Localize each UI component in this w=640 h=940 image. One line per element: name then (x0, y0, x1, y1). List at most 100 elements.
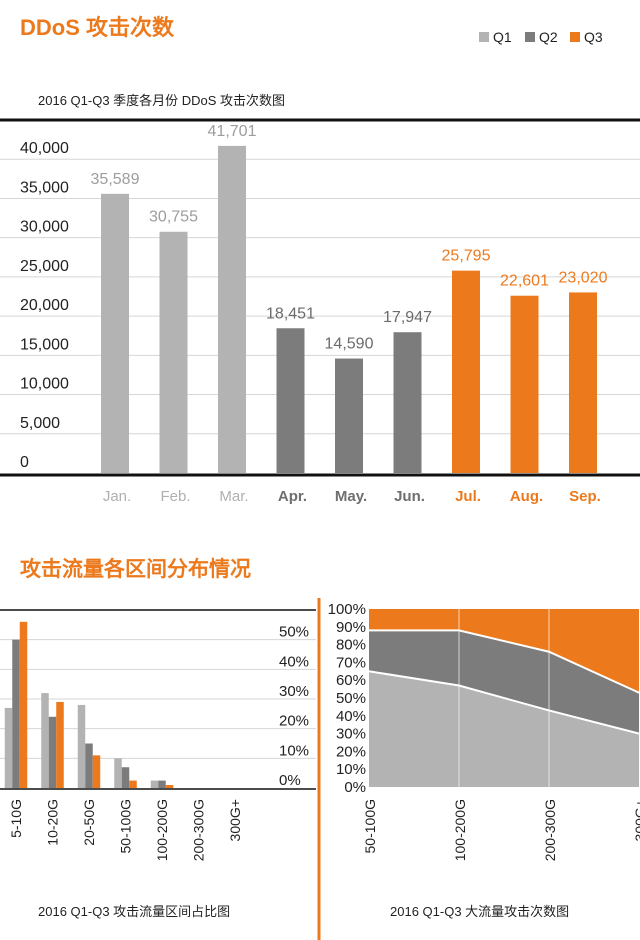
bar (101, 193, 129, 473)
legend-q2-swatch (525, 32, 535, 42)
x-tick-label: Mar. (219, 488, 248, 505)
bar (159, 231, 188, 473)
large-attack-chart-areas (368, 609, 640, 787)
bar (85, 743, 93, 788)
bar-value-label: 14,590 (325, 336, 374, 353)
bar (335, 358, 363, 473)
legend-q1-swatch (479, 32, 489, 42)
legend-q3-label: Q3 (584, 29, 603, 45)
monthly-chart-title: 2016 Q1-Q3 季度各月份 DDoS 攻击次数图 (38, 93, 285, 108)
x-tick-label: Sep. (569, 488, 601, 505)
y-tick-label: 0% (344, 779, 366, 796)
bar (129, 780, 137, 788)
y-tick-label: 40,000 (20, 140, 69, 157)
large-attack-chart-title: 2016 Q1-Q3 大流量攻击次数图 (390, 904, 569, 919)
bar (158, 780, 166, 788)
y-tick-label: 40% (279, 653, 309, 670)
bar-value-label: 35,589 (91, 171, 140, 188)
bar (150, 780, 159, 788)
y-tick-label: 50% (279, 624, 309, 641)
area-q2 (369, 630, 639, 734)
monthly-chart-x-axis: Jan. Feb. Mar. Apr. May. Jun. Jul. Aug. Sep. (103, 488, 601, 505)
monthly-chart-grid (0, 158, 640, 435)
bar-value-label: 23,020 (559, 269, 608, 286)
x-tick-label: 50-100G (362, 799, 378, 853)
bar (77, 704, 86, 788)
large-attack-chart-y-axis: 0%10%20%30%40%50%60%70%80%90%100% (328, 601, 366, 796)
legend-q1-label: Q1 (493, 29, 512, 45)
x-tick-label: 300G+ (632, 799, 640, 841)
monthly-chart-y-axis: 0 5,000 10,000 15,000 20,000 25,000 30,000 35,0… (20, 140, 69, 471)
range-share-chart-title: 2016 Q1-Q3 攻击流量区间占比图 (38, 904, 230, 919)
y-tick-label: 20% (279, 713, 309, 730)
bar-value-label: 25,795 (442, 248, 491, 265)
y-tick-label: 80% (336, 637, 366, 654)
bar (48, 716, 57, 788)
section-title: 攻击流量各区间分布情况 (20, 557, 251, 581)
legend: Q1 Q2 Q3 (479, 29, 603, 45)
range-share-chart-bars (4, 621, 174, 788)
y-tick-label: 0% (279, 772, 301, 789)
bar-value-label: 30,755 (149, 209, 198, 226)
x-tick-label: 300G+ (227, 799, 243, 841)
x-tick-label: 100-200G (154, 799, 170, 861)
area-boundary-line (369, 629, 640, 694)
bar (165, 785, 174, 788)
y-tick-label: 10% (336, 761, 366, 778)
x-tick-label: May. (335, 488, 367, 505)
x-tick-label: 20-50G (81, 799, 97, 846)
bar (19, 621, 28, 788)
bar-value-label: 41,701 (208, 123, 257, 140)
y-tick-label: 30% (279, 683, 309, 700)
monthly-chart-value-labels: 35,589 30,755 41,701 18,451 14,590 17,947 25,7… (91, 123, 608, 353)
bar (569, 292, 597, 473)
y-tick-label: 50% (336, 690, 366, 707)
x-tick-label: Jul. (455, 488, 481, 505)
bar-value-label: 18,451 (266, 305, 315, 322)
x-tick-label: Jun. (394, 488, 425, 505)
y-tick-label: 10,000 (20, 376, 69, 393)
y-tick-label: 40% (336, 708, 366, 725)
y-tick-label: 20,000 (20, 297, 69, 314)
y-tick-label: 30% (336, 726, 366, 743)
bar (56, 701, 64, 788)
bar (510, 295, 539, 473)
bar (92, 755, 101, 788)
x-tick-label: 50-100G (118, 799, 134, 853)
y-tick-label: 0 (20, 454, 29, 471)
y-tick-label: 20% (336, 743, 366, 760)
large-attack-chart-grid (458, 609, 550, 787)
range-share-chart-x-axis: 5-10G 10-20G 20-50G 50-100G 100-200G 200-300G… (8, 799, 243, 861)
bar (41, 693, 49, 788)
y-tick-label: 70% (336, 654, 366, 671)
page-title: DDoS 攻击次数 (20, 15, 175, 40)
y-tick-label: 100% (328, 601, 366, 618)
bar-value-label: 22,601 (500, 273, 549, 290)
x-tick-label: 200-300G (542, 799, 558, 861)
legend-q3-swatch (570, 32, 580, 42)
x-tick-label: Feb. (160, 488, 190, 505)
area-q1 (369, 671, 639, 787)
x-tick-label: Jan. (103, 488, 131, 505)
bar (452, 270, 480, 473)
y-tick-label: 5,000 (20, 415, 60, 432)
monthly-chart-bars (101, 145, 597, 473)
x-tick-label: Apr. (278, 488, 307, 505)
range-share-chart-y-axis: 0% 10% 20% 30% 40% 50% (279, 624, 309, 789)
y-tick-label: 60% (336, 672, 366, 689)
x-tick-label: 100-200G (452, 799, 468, 861)
bar (218, 145, 246, 473)
bar-value-label: 17,947 (383, 309, 432, 326)
y-tick-label: 15,000 (20, 336, 69, 353)
bar (4, 707, 13, 788)
y-tick-label: 10% (279, 742, 309, 759)
y-tick-label: 90% (336, 619, 366, 636)
area-boundary-line (368, 670, 640, 735)
bar (393, 332, 422, 473)
x-tick-label: Aug. (510, 488, 543, 505)
bar (114, 758, 122, 788)
bar (276, 328, 305, 473)
bar (12, 639, 20, 788)
x-tick-label: 200-300G (191, 799, 207, 861)
